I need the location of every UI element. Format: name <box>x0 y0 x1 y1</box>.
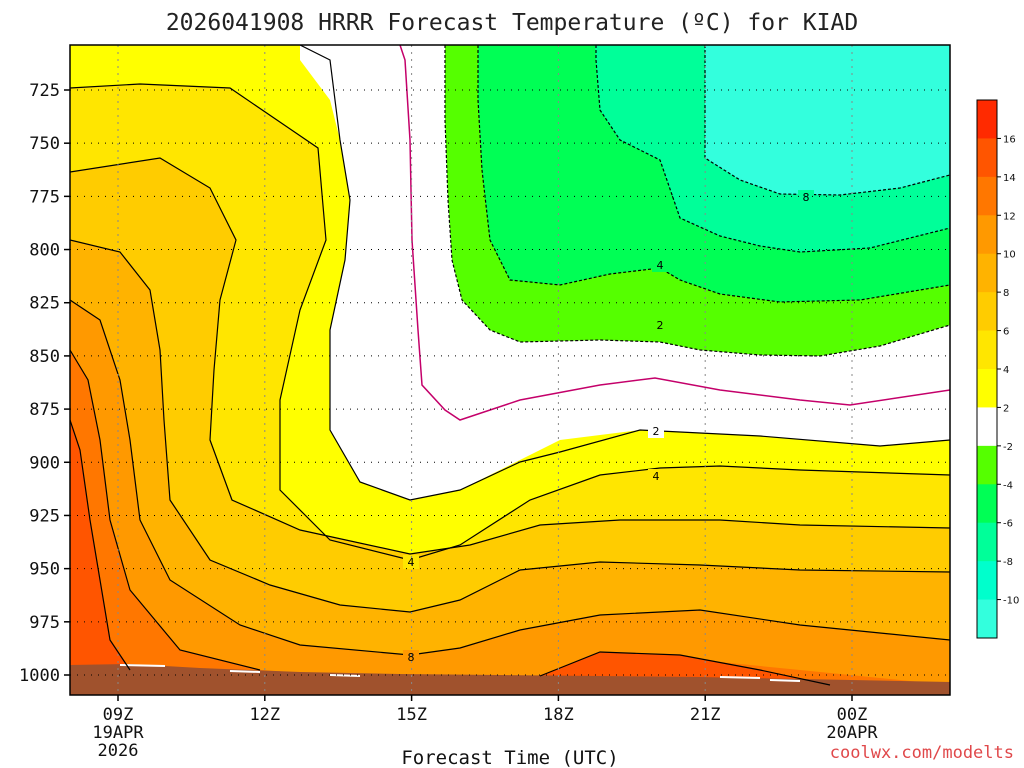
y-axis: 725 750 775 800 825 850 875 900 925 950 975 1000 <box>19 81 70 686</box>
colorbar-swatch <box>977 176 997 216</box>
x-tick-label: 2026 <box>98 741 139 761</box>
colorbar-label: 8 <box>1003 288 1009 299</box>
fill-warm-12-14 <box>70 350 950 695</box>
contour-label: 8 <box>408 651 415 664</box>
fill-cold-lt-m8 <box>705 45 950 195</box>
colorbar-swatch <box>977 215 997 255</box>
y-tick-label: 900 <box>29 453 60 473</box>
contour-12C <box>70 349 831 686</box>
fill-warm-6-8 <box>70 158 950 695</box>
y-tick-label: 800 <box>29 241 60 261</box>
contour-2C-upper <box>299 45 950 501</box>
colorbar-swatch <box>977 445 997 485</box>
contour-label: 4 <box>653 470 660 483</box>
colorbar-swatch <box>977 330 997 370</box>
ground <box>70 664 950 695</box>
contour-label: 4 <box>657 259 664 272</box>
chart-title: 2026041908 HRRR Forecast Temperature (ºC… <box>166 10 858 36</box>
contour-10C <box>70 299 950 656</box>
colorbar-swatch <box>977 100 997 139</box>
y-tick-label: 950 <box>29 560 60 580</box>
contour-label: 2 <box>653 425 660 438</box>
colorbar-label: -8 <box>1003 557 1013 568</box>
ground-white-streaks <box>119 664 801 682</box>
x-tick-label: 12Z <box>249 705 280 725</box>
contour-minus4C <box>477 45 950 303</box>
x-axis-label: Forecast Time (UTC) <box>401 747 618 768</box>
x-tick-label: 19APR <box>92 723 144 743</box>
y-tick-label: 875 <box>29 400 60 420</box>
plot-frame <box>69 44 951 696</box>
contour-14C <box>70 419 131 671</box>
colorbar-label: 4 <box>1003 365 1009 376</box>
credit-text: coolwx.com/modelts <box>830 743 1014 763</box>
colorbar-label: 10 <box>1003 250 1016 261</box>
contour-minus6C <box>595 45 950 253</box>
colorbar-swatch <box>977 599 997 639</box>
colorbar-swatch <box>977 484 997 524</box>
colorbar-label: -4 <box>1003 480 1013 491</box>
x-tick-label: 00Z <box>837 705 868 725</box>
contour-0C <box>399 45 950 421</box>
colorbar-label: 12 <box>1003 211 1016 222</box>
contour-8C <box>70 239 950 613</box>
contour-4C <box>70 83 950 561</box>
colorbar-label: 16 <box>1003 134 1016 145</box>
y-tick-label: 975 <box>29 613 60 633</box>
colorbar-label: -10 <box>1003 596 1019 607</box>
x-tick-label: 15Z <box>396 705 427 725</box>
colorbar-swatch <box>977 407 997 447</box>
contour-label-backgrounds <box>403 190 814 664</box>
contour-label: 8 <box>803 191 810 204</box>
contour-label: 2 <box>657 319 664 332</box>
colorbar-label: 14 <box>1003 173 1016 184</box>
y-tick-label: 825 <box>29 294 60 314</box>
contour-minus8C <box>704 45 950 196</box>
y-tick-label: 725 <box>29 81 60 101</box>
colorbar-label: -6 <box>1003 519 1013 530</box>
colorbar-label: -2 <box>1003 442 1013 453</box>
colorbar-swatch <box>977 369 997 408</box>
contour-label: 4 <box>408 556 415 569</box>
colorbar-label: 6 <box>1003 327 1009 338</box>
contour-minus2C <box>444 45 950 357</box>
colorbar-swatch <box>977 138 997 178</box>
x-tick-label: 21Z <box>690 705 721 725</box>
colorbar-swatch <box>977 253 997 293</box>
plot-area <box>70 45 950 695</box>
colorbar-swatch <box>977 522 997 562</box>
colorbar-swatch <box>977 292 997 332</box>
fill-warm-8-10 <box>70 240 950 695</box>
x-tick-label: 20APR <box>826 723 878 743</box>
colorbar: 16 14 12 10 8 6 4 2 -2 -4 -6 -8 -10 <box>976 99 1019 639</box>
y-tick-label: 925 <box>29 506 60 526</box>
y-tick-label: 850 <box>29 347 60 367</box>
y-tick-label: 1000 <box>19 666 60 686</box>
y-tick-label: 775 <box>29 187 60 207</box>
x-tick-label: 18Z <box>543 705 574 725</box>
colorbar-label: 2 <box>1003 403 1009 414</box>
x-tick-label: 09Z <box>103 705 134 725</box>
contour-labels: 8 4 2 4 2 4 8 <box>408 191 810 664</box>
y-tick-label: 750 <box>29 134 60 154</box>
colorbar-swatch <box>977 561 997 601</box>
